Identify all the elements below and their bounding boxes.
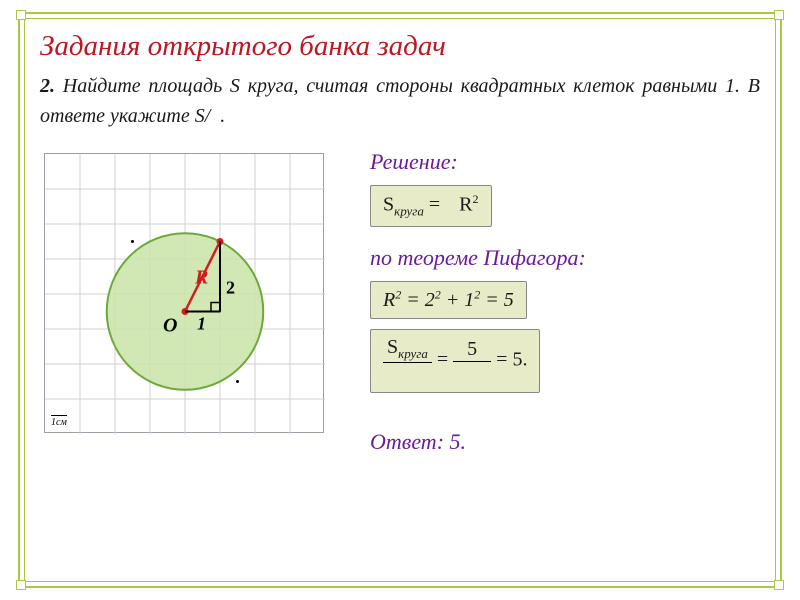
- formula-area: Sкруга = R2: [370, 185, 492, 227]
- f3-lfrac: Sкруга: [383, 336, 432, 386]
- f1-sub: круга: [394, 204, 424, 219]
- formula-final: Sкруга = 5 = 5.: [370, 329, 540, 393]
- pythag-label: по теореме Пифагора:: [370, 245, 750, 271]
- corner-tl: [16, 10, 26, 20]
- grid-svg: R21O: [45, 154, 325, 434]
- answer-line: Ответ: 5.: [370, 429, 750, 455]
- f1-sup: 2: [473, 192, 479, 206]
- f3-num: 5: [467, 338, 477, 360]
- cm-label: 1см: [51, 415, 67, 428]
- svg-text:R: R: [194, 267, 208, 289]
- svg-text:1: 1: [197, 314, 206, 334]
- page-title: Задания открытого банка задач: [40, 30, 760, 63]
- content-area: Задания открытого банка задач 2. Найдите…: [40, 30, 760, 570]
- problem-number: 2.: [40, 75, 55, 97]
- f2-text: R2 = 22 + 12 = 5: [383, 289, 514, 311]
- f3-eq1: =: [437, 349, 453, 371]
- svg-text:O: O: [163, 315, 177, 337]
- corner-bl: [16, 580, 26, 590]
- problem-text: Найдите площадь S круга, считая стороны …: [40, 75, 760, 127]
- svg-text:2: 2: [226, 278, 235, 298]
- f1-lhs: S: [383, 194, 394, 216]
- f1-rhs: R: [459, 194, 472, 216]
- grid-diagram: R21O 1см: [44, 153, 324, 433]
- f3-eq2: = 5.: [496, 349, 527, 371]
- corner-tr: [774, 10, 784, 20]
- f1-eq: =: [424, 194, 445, 216]
- answer-value: 5.: [444, 429, 466, 454]
- f3-lhs-sub: круга: [398, 346, 428, 361]
- corner-br: [774, 580, 784, 590]
- problem-statement: 2. Найдите площадь S круга, считая сторо…: [40, 71, 760, 131]
- answer-label: Ответ:: [370, 429, 444, 454]
- solution-column: Решение: Sкруга = R2 по теореме Пифагора…: [370, 149, 750, 455]
- f3-rfrac: 5: [453, 338, 491, 385]
- solution-heading: Решение:: [370, 149, 750, 175]
- formula-r2: R2 = 22 + 12 = 5: [370, 281, 527, 320]
- f3-lhs: S: [387, 336, 398, 358]
